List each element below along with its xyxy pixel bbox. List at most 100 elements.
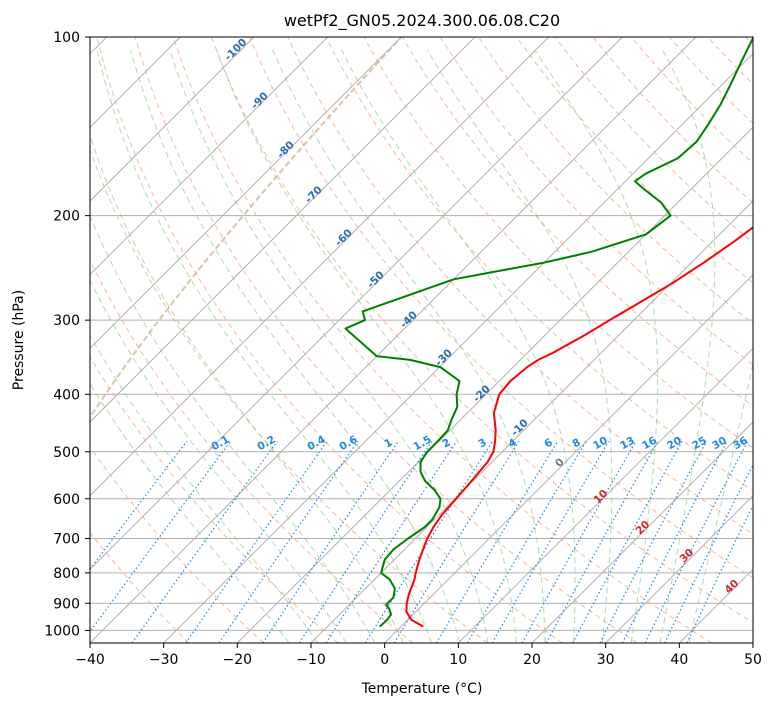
dry-adiabat [516, 37, 753, 284]
y-axis-title: Pressure (hPa) [11, 290, 27, 390]
isotherm-label-right: 0 [553, 456, 567, 470]
moist-adiabat [90, 279, 347, 643]
mixing-ratio-line [298, 440, 433, 643]
y-tick-label: 400 [53, 387, 80, 403]
isotherm-line [384, 273, 753, 643]
moist-adiabat [96, 49, 432, 643]
moist-adiabat [688, 361, 753, 643]
mixing-ratio-line [686, 504, 753, 643]
dry-adiabat [249, 37, 753, 579]
mixing-ratio-line [393, 440, 520, 643]
chart-title: wetPf2_GN05.2024.300.06.08.C20 [284, 11, 560, 31]
mixing-ratio-line [521, 440, 637, 643]
x-tick-label: −10 [296, 652, 326, 668]
moist-adiabat [272, 49, 546, 643]
x-axis-title: Temperature (°C) [361, 681, 483, 697]
dry-adiabat [90, 355, 339, 643]
y-tick-label: 500 [53, 445, 80, 461]
moist-adiabat [90, 334, 319, 643]
isotherm-line [163, 52, 753, 643]
dewpoint-profile [344, 37, 753, 628]
y-tick-label: 800 [53, 566, 80, 582]
background-grid [90, 37, 753, 643]
isotherm-line [90, 37, 255, 202]
mixing-ratio-label: 10 [591, 435, 610, 453]
isotherm-line [678, 568, 753, 643]
isotherm-line [90, 37, 402, 350]
mixing-ratio-line [364, 440, 494, 643]
x-tick-label: 0 [380, 652, 389, 668]
dry-adiabat [96, 37, 563, 643]
isotherm-label: -100 [222, 36, 249, 63]
x-tick-label: 10 [449, 652, 467, 668]
mixing-ratio-label: 36 [731, 435, 750, 453]
isotherm-label: -70 [303, 184, 325, 206]
isotherm-label-right: 40 [722, 577, 741, 596]
mixing-ratio-label: 6 [542, 436, 554, 450]
isotherm-line [236, 126, 753, 643]
isotherm-label: -60 [333, 227, 355, 249]
mixing-ratio-label: 0.1 [209, 434, 231, 454]
isotherm-label-right: 20 [633, 518, 652, 537]
x-axis: −40 −30 −20 −10 0 10 20 30 40 50 [75, 643, 762, 668]
isotherm-line [90, 37, 623, 571]
mixing-ratio-label: 0.2 [255, 434, 277, 454]
isotherm-line [90, 37, 697, 643]
temperature-profile [405, 226, 753, 628]
x-tick-label: −20 [223, 652, 253, 668]
isotherm-line [90, 37, 550, 497]
x-tick-label: 40 [670, 652, 688, 668]
moist-adiabat [216, 49, 517, 643]
dry-adiabat [90, 531, 190, 643]
moist-adiabat [426, 49, 613, 643]
saturation-curve [90, 37, 403, 420]
isotherm-line [457, 347, 753, 643]
dry-adiabat [287, 37, 753, 535]
mixing-ratio-line [435, 440, 559, 643]
y-tick-label: 700 [53, 532, 80, 548]
dry-adiabat [707, 37, 753, 85]
dry-adiabat [134, 37, 638, 643]
dry-adiabat [90, 258, 414, 643]
dry-adiabat [554, 37, 753, 244]
y-tick-label: 900 [53, 596, 80, 612]
dry-adiabat [211, 37, 753, 624]
dry-adiabat [401, 37, 753, 407]
mixing-ratio-label: 3 [476, 436, 488, 450]
mixing-ratio-line [545, 440, 659, 643]
mixing-ratio-line [90, 440, 232, 633]
mixing-ratio-line [325, 440, 458, 643]
x-tick-label: 50 [744, 652, 762, 668]
profiles [344, 37, 753, 628]
moist-adiabat [169, 49, 489, 643]
isotherm-label-right: 30 [677, 546, 696, 565]
mixing-ratio-line [572, 441, 683, 643]
mixing-ratio-label: 0.4 [305, 434, 327, 454]
isotherm-line [531, 421, 753, 643]
mixing-ratio-line [131, 440, 278, 643]
y-tick-label: 200 [53, 209, 80, 225]
isotherm-line [605, 494, 753, 643]
plot-area: 0.1 0.2 0.4 0.6 1 1.5 2 3 4 6 8 10 13 16 20 25 30 36-100-… [90, 36, 753, 643]
y-tick-label: 1000 [44, 623, 80, 639]
y-axis: 100 200 300 400 500 600 700 800 900 1000 [44, 30, 90, 639]
moist-adiabat [340, 49, 576, 643]
x-tick-label: 30 [597, 652, 615, 668]
mixing-ratio-label: 13 [618, 435, 637, 453]
moist-adiabat [90, 133, 404, 643]
mixing-ratio-line [218, 440, 359, 643]
x-tick-label: −40 [75, 652, 105, 668]
dry-adiabat [325, 37, 753, 492]
background-labels: 0.1 0.2 0.4 0.6 1 1.5 2 3 4 6 8 10 13 16 20 25 30 36-100-… [209, 36, 750, 596]
moist-adiabat [534, 49, 659, 643]
dry-adiabat [745, 37, 753, 46]
isotherm-label: -50 [365, 269, 387, 291]
x-tick-label: −30 [149, 652, 179, 668]
isotherm-label: -40 [398, 309, 420, 331]
mixing-ratio-label: 20 [665, 435, 684, 453]
mixing-ratio-label: 1 [382, 436, 394, 450]
background-lines [90, 37, 753, 643]
isotherm-label: -10 [509, 417, 531, 439]
y-tick-label: 100 [53, 30, 80, 46]
